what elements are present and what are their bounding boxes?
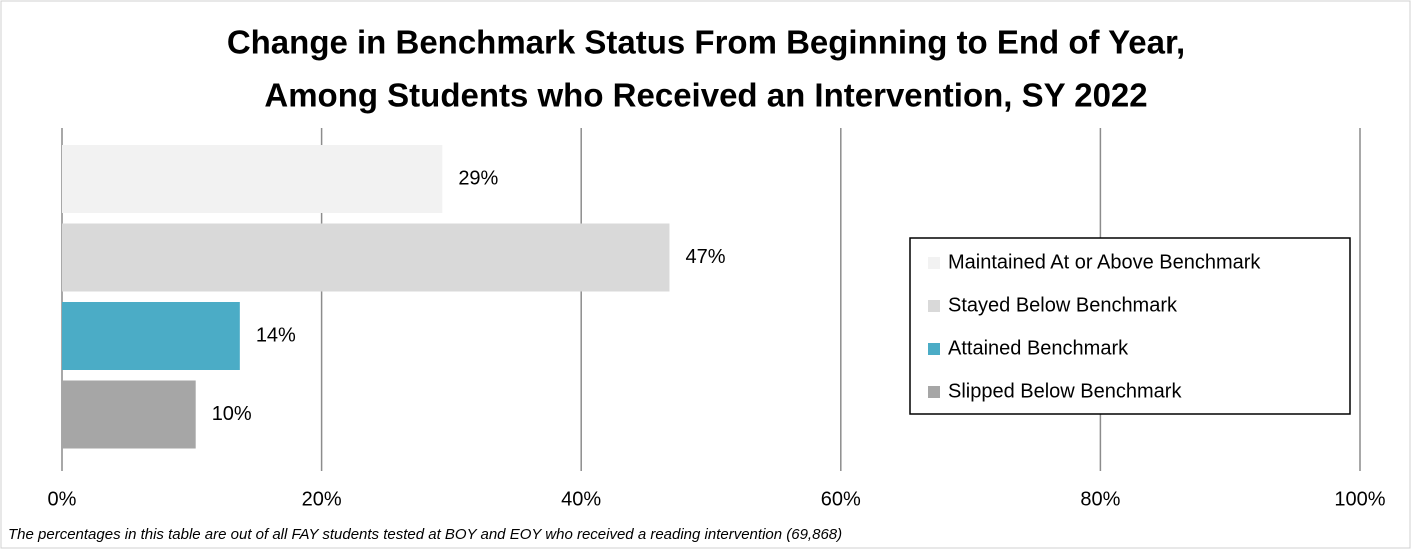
- footnote: The percentages in this table are out of…: [8, 526, 842, 543]
- x-tick-label: 40%: [561, 488, 601, 510]
- legend-swatch: [928, 386, 940, 398]
- bar: [62, 223, 670, 292]
- legend-label: Attained Benchmark: [948, 337, 1129, 359]
- bar: [62, 380, 196, 449]
- x-tick-label: 60%: [821, 488, 861, 510]
- chart-title: Among Students who Received an Intervent…: [264, 77, 1147, 114]
- bar: [62, 145, 443, 213]
- legend-swatch: [928, 300, 940, 312]
- value-label: 47%: [685, 246, 725, 268]
- x-tick-label: 100%: [1334, 488, 1385, 510]
- x-tick-label: 0%: [48, 488, 77, 510]
- bar: [62, 302, 240, 370]
- legend-label: Maintained At or Above Benchmark: [948, 251, 1261, 273]
- value-label: 29%: [458, 167, 498, 189]
- legend-label: Stayed Below Benchmark: [948, 294, 1178, 316]
- legend-swatch: [928, 257, 940, 269]
- x-tick-label: 20%: [302, 488, 342, 510]
- value-label: 10%: [212, 403, 252, 425]
- chart-title: Change in Benchmark Status From Beginnin…: [227, 24, 1185, 61]
- legend-label: Slipped Below Benchmark: [948, 380, 1182, 402]
- legend-box: [909, 237, 1351, 415]
- legend-swatch: [928, 343, 940, 355]
- value-label: 14%: [256, 324, 296, 346]
- x-tick-label: 80%: [1080, 488, 1120, 510]
